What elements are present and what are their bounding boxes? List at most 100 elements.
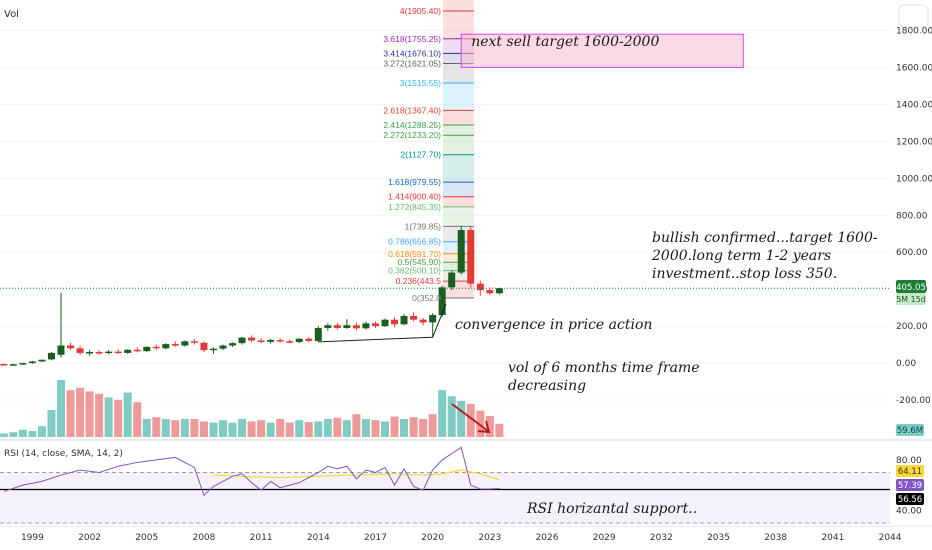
chart-settings-button[interactable] — [898, 4, 929, 28]
volume-bar — [123, 392, 132, 437]
current-price-badge: 405.05 5M 15d — [896, 280, 926, 305]
rsi-axis[interactable]: 80.00 40.00 — [896, 456, 922, 516]
volume-bar — [152, 417, 161, 437]
volume-bar — [218, 420, 227, 437]
volume-bar — [333, 417, 342, 437]
volume-bar — [323, 419, 332, 437]
time-tick-label: 2038 — [764, 533, 787, 543]
time-tick-label: 2002 — [78, 533, 101, 543]
volume-bar — [161, 419, 170, 437]
candle-body — [448, 272, 456, 288]
candle-body — [476, 283, 484, 291]
fib-level-label: 2.618(1367.40) — [383, 105, 441, 115]
target-box-label: next sell target 1600-2000 — [471, 34, 659, 50]
volume-bar — [276, 419, 285, 437]
fib-band — [443, 281, 474, 299]
price-tick-label: 200.00 — [896, 322, 928, 332]
fib-band — [443, 110, 474, 126]
candle-body — [314, 327, 322, 341]
rsi-badge-label: 64.11 — [898, 467, 922, 477]
candle-body — [248, 337, 256, 341]
fib-level-label: 2.414(1288.25) — [383, 120, 441, 130]
candle-body — [457, 230, 465, 273]
candle-body — [295, 338, 303, 343]
volume-note-line-1: vol of 6 months time frame — [508, 360, 700, 376]
candle-body — [143, 346, 151, 352]
volume-bar — [447, 396, 456, 437]
time-tick-label: 2044 — [879, 533, 902, 543]
fib-level-label: 3.414(1676.10) — [383, 48, 441, 58]
volume-bar — [285, 422, 294, 437]
candle-body — [124, 349, 132, 353]
volume-bar — [457, 401, 466, 437]
fib-level-label: 1.618(979.55) — [388, 177, 441, 187]
volume-bar — [114, 399, 123, 437]
volume-bar — [228, 422, 237, 437]
volume-bar — [390, 416, 399, 437]
candle-body — [419, 319, 427, 323]
fib-band — [443, 0, 474, 12]
rsi-band-background — [0, 472, 890, 523]
candle-body — [105, 351, 113, 354]
rsi-indicator-label[interactable]: RSI (14, close, SMA, 14, 2) — [4, 449, 123, 459]
candle-body — [95, 352, 103, 354]
volume-bar — [466, 404, 475, 437]
bullish-note-line-3: investment..stop loss 350. — [652, 266, 837, 282]
volume-decrease-arrow — [451, 403, 491, 434]
volume-bar — [95, 393, 104, 437]
volume-indicator-label[interactable]: Vol — [4, 9, 19, 20]
time-tick-label: 1999 — [21, 533, 44, 543]
fib-level-label: 0.236(443.5 — [396, 276, 442, 286]
fib-level-label: 1.272(845.35) — [388, 202, 441, 212]
rsi-badge — [896, 479, 924, 491]
volume-bar — [104, 397, 113, 437]
price-tick-label: 1200.00 — [896, 137, 932, 147]
rsi-line — [3, 446, 500, 497]
candle-body — [28, 361, 36, 364]
price-tick-label: -200.00 — [896, 396, 931, 406]
candle-body — [67, 345, 75, 349]
volume-bar — [133, 402, 142, 437]
candle-body — [114, 351, 122, 354]
volume-bar — [76, 387, 85, 437]
rsi-badge-label: 56.56 — [898, 495, 922, 505]
volume-bar — [495, 423, 504, 437]
volume-bar — [142, 419, 151, 437]
fib-band — [443, 182, 474, 197]
volume-bar — [37, 426, 46, 437]
fib-band — [443, 53, 474, 64]
volume-bar — [247, 421, 256, 437]
target-box-group[interactable]: next sell target 1600-2000 — [460, 33, 744, 68]
volume-bar — [419, 419, 428, 437]
candle-body — [429, 315, 437, 323]
candle-body — [486, 290, 494, 294]
time-tick-label: 2017 — [364, 533, 387, 543]
rsi-tick-label: 80.00 — [896, 456, 922, 466]
candle-body — [200, 342, 208, 351]
volume-note-line-2: decreasing — [508, 378, 586, 394]
volume-bar — [438, 390, 447, 437]
volume-badge-label: 59.6M — [897, 426, 923, 436]
candle-body — [171, 344, 179, 346]
fib-level-label: 0.382(500.10) — [388, 266, 441, 276]
fib-band — [443, 154, 474, 183]
price-tick-label: 1000.00 — [896, 174, 932, 184]
volume-bar — [190, 419, 199, 437]
volume-bar — [180, 419, 189, 437]
price-tick-label: 600.00 — [896, 248, 928, 258]
volume-bar — [9, 432, 18, 437]
volume-bar — [371, 420, 380, 437]
time-axis[interactable]: 1999 2002 2005 2008 2011 2014 2017 2020 2023 2026… — [21, 533, 902, 543]
target-box[interactable] — [460, 33, 744, 68]
candle-body — [47, 352, 55, 360]
volume-bar — [85, 391, 94, 437]
price-tick-label: 1800.00 — [896, 26, 932, 36]
candle-body — [267, 339, 275, 342]
fib-band — [443, 83, 474, 111]
bullish-note-line-1: bullish confirmed...target 1600- — [652, 230, 878, 246]
candle-body — [333, 325, 341, 328]
volume-bar — [380, 421, 389, 437]
candle-body — [57, 345, 65, 355]
volume-bar — [485, 416, 494, 437]
